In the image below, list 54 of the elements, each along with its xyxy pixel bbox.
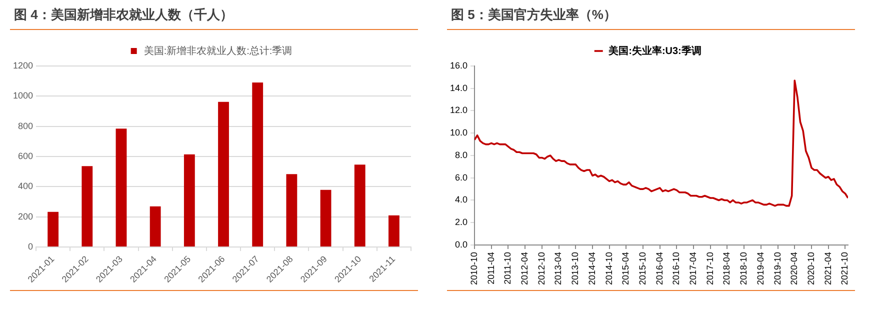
bar (286, 174, 298, 247)
x-tick-label: 2021-10 (840, 252, 850, 285)
y-tick-label: 0.0 (455, 239, 468, 250)
x-tick-label: 2014-04 (586, 252, 597, 285)
chart-title: 图 4：美国新增非农就业人数（千人） (14, 6, 233, 24)
bar (116, 128, 127, 247)
x-tick-label: 2010-10 (469, 252, 479, 285)
x-tick-label: 2020-10 (806, 252, 816, 285)
y-tick-label: 800 (18, 120, 34, 131)
bar (82, 166, 93, 247)
y-tick-label: 0 (28, 241, 34, 252)
bar (184, 154, 195, 247)
y-tick-label: 200 (18, 211, 34, 222)
bar (252, 82, 264, 247)
legend-label: 美国:新增非农就业人数:总计:季调 (144, 44, 292, 57)
y-tick-label: 600 (18, 150, 34, 161)
x-tick-label: 2014-10 (604, 252, 614, 285)
bar (388, 215, 400, 247)
y-tick-label: 400 (18, 181, 34, 192)
x-tick-label: 2017-10 (704, 252, 715, 285)
chart-title: 图 5：美国官方失业率（%） (451, 6, 616, 24)
bar (48, 212, 59, 247)
x-tick-label: 2019-10 (772, 252, 782, 285)
bar (218, 102, 229, 247)
y-tick-label: 1000 (12, 90, 34, 101)
x-tick-label: 2018-04 (722, 252, 732, 285)
x-tick-label: 2013-04 (553, 252, 564, 285)
y-tick-label: 1200 (12, 60, 34, 70)
x-tick-label: 2021-04 (822, 252, 833, 285)
x-tick-label: 2019-04 (755, 252, 766, 285)
y-tick-label: 4.0 (455, 194, 468, 205)
x-tick-label: 2018-10 (738, 252, 749, 285)
x-tick-label: 2012-04 (520, 252, 530, 285)
x-tick-label: 2013-10 (570, 252, 580, 285)
y-tick-label: 16.0 (450, 60, 468, 70)
bar (150, 206, 161, 247)
x-tick-label: 2011-10 (502, 252, 513, 284)
x-tick-label: 2016-04 (654, 252, 664, 285)
x-tick-label: 2020-04 (789, 252, 800, 285)
y-tick-label: 12.0 (450, 105, 468, 116)
y-tick-label: 2.0 (455, 217, 468, 228)
x-tick-label: 2017-04 (688, 252, 698, 285)
x-tick-label: 2016-10 (671, 252, 682, 285)
y-tick-label: 14.0 (450, 82, 468, 93)
bar (320, 190, 332, 247)
x-tick-label: 2011-04 (486, 252, 496, 284)
x-tick-label: 2015-10 (637, 252, 648, 285)
x-tick-label: 2015-04 (620, 252, 631, 285)
y-tick-label: 8.0 (455, 150, 468, 160)
bar (354, 164, 366, 247)
legend-label: 美国:失业率:U3:季调 (608, 44, 702, 57)
y-tick-label: 10.0 (450, 128, 468, 138)
y-tick-label: 6.0 (455, 172, 468, 182)
x-tick-label: 2012-10 (536, 252, 546, 285)
